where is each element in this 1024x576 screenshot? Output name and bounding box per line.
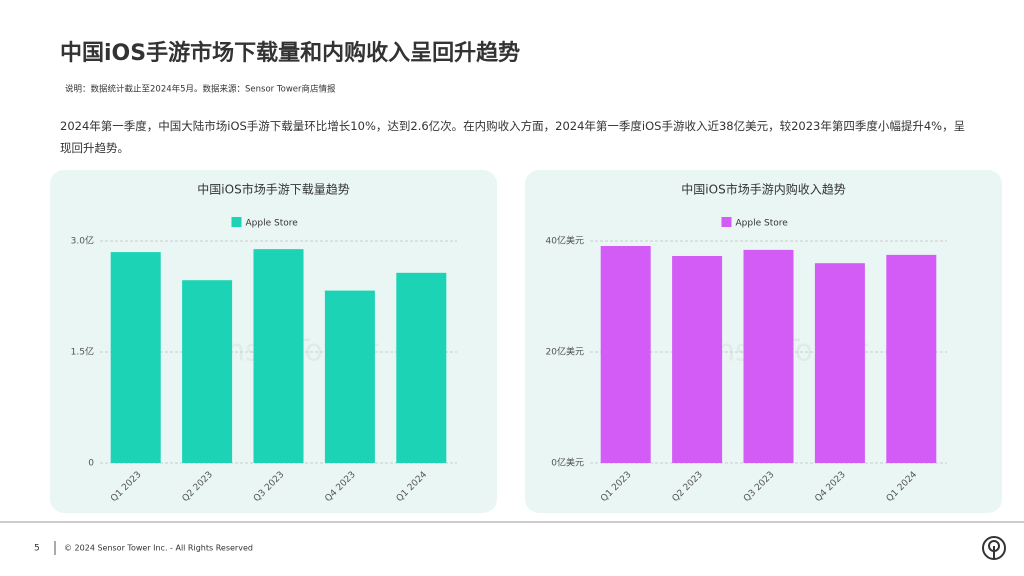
bar [396, 272, 447, 463]
bar [743, 249, 794, 463]
legend-swatch [721, 217, 732, 227]
bar [182, 280, 233, 463]
page-number: 5 [34, 544, 40, 554]
copyright: © 2024 Sensor Tower Inc. - All Rights Re… [64, 544, 253, 553]
bar [253, 249, 304, 463]
bar [886, 254, 937, 463]
legend-swatch [231, 217, 242, 227]
legend-label: Apple Store [736, 219, 789, 229]
chart-title: 中国iOS市场手游下载量趋势 [197, 182, 349, 197]
legend-label: Apple Store [246, 219, 299, 229]
bar [672, 255, 723, 463]
y-tick-label: 0 [88, 459, 94, 469]
bar [110, 252, 161, 463]
bar [324, 290, 375, 463]
logo [982, 536, 1006, 560]
bar [814, 263, 865, 463]
summary-box: 2024年第一季度，中国大陆市场iOS手游下载量环比增长10%，达到2.6亿次。… [60, 119, 966, 155]
slide-title: 中国iOS手游市场下载量和内购收入呈回升趋势 [60, 40, 520, 66]
y-tick-label: 3.0亿 [71, 235, 94, 247]
y-tick-label: 0亿美元 [551, 457, 584, 469]
y-tick-label: 40亿美元 [546, 235, 584, 247]
y-tick-label: 20亿美元 [546, 346, 584, 358]
chart-title: 中国iOS市场手游内购收入趋势 [681, 182, 845, 197]
summary: 2024年第一季度，中国大陆市场iOS手游下载量环比增长10%，达到2.6亿次。… [60, 119, 966, 155]
bar [600, 245, 651, 463]
y-tick-label: 1.5亿 [71, 346, 94, 358]
note: 说明：数据统计截止至2024年5月。数据来源：Sensor Tower商店情报 [65, 84, 336, 95]
